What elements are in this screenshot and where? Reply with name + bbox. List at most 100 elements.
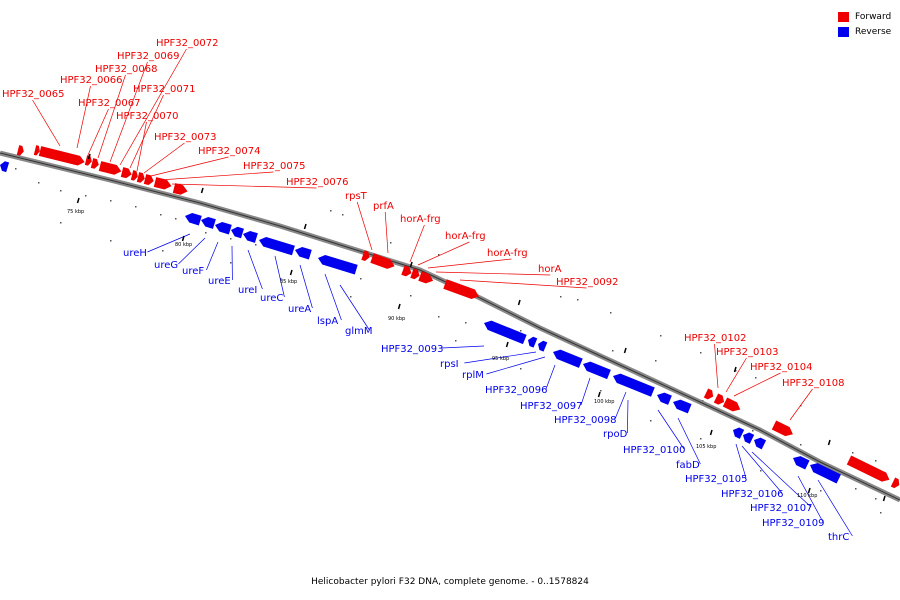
forward-gene-arrow	[98, 161, 122, 175]
reverse-leader-line	[147, 233, 191, 253]
minor-tick	[135, 206, 137, 208]
minor-tick	[110, 200, 112, 202]
minor-tick	[350, 296, 352, 298]
forward-leader-line	[143, 142, 185, 174]
minor-tick	[110, 240, 112, 242]
forward-leader-line	[714, 343, 719, 389]
forward-gene-label: HPF32_0108	[782, 378, 844, 389]
forward-gene-label: HPF32_0071	[133, 84, 195, 95]
forward-gene-label: rpsT	[345, 191, 368, 202]
minor-tick	[330, 210, 332, 212]
forward-gene-label: HPF32_0092	[556, 277, 618, 288]
forward-leader-line	[109, 61, 148, 163]
major-tick	[76, 197, 80, 204]
minor-tick	[230, 238, 232, 240]
forward-leader-line	[733, 372, 781, 397]
reverse-leader-line	[441, 345, 485, 349]
forward-swatch	[838, 11, 849, 22]
minor-tick	[660, 335, 662, 337]
minor-tick	[700, 352, 702, 354]
reverse-gene-label: thrC	[828, 532, 849, 543]
forward-gene-label: HPF32_0070	[116, 111, 178, 122]
minor-tick	[760, 470, 762, 472]
minor-tick	[610, 312, 612, 314]
minor-tick	[230, 262, 232, 264]
reverse-gene-label: HPF32_0100	[623, 445, 685, 456]
reverse-gene-arrow	[673, 399, 692, 414]
reverse-gene-label: fabD	[676, 460, 700, 471]
reverse-gene-label: lspA	[317, 316, 338, 327]
minor-tick	[38, 182, 40, 184]
major-tick	[517, 299, 521, 306]
forward-leader-line	[459, 279, 587, 289]
minor-tick	[162, 250, 164, 252]
reverse-swatch	[838, 26, 849, 37]
major-tick	[181, 235, 185, 242]
forward-leader-line	[32, 99, 61, 147]
reverse-gene-label: HPF32_0106	[721, 489, 783, 500]
reverse-gene-arrow	[318, 254, 358, 275]
legend-reverse-label: Reverse	[855, 26, 892, 37]
reverse-gene-arrow	[484, 320, 527, 345]
forward-gene-arrow	[890, 477, 900, 489]
forward-leader-line	[171, 183, 317, 189]
minor-tick	[205, 232, 207, 234]
reverse-gene-arrow	[0, 161, 10, 173]
gene-labels: HPF32_0065 HPF32_0066 HPF32_0067 HPF32_0068…	[2, 38, 849, 543]
forward-gene-label: HPF32_0104	[750, 362, 812, 373]
major-tick	[409, 261, 413, 268]
forward-gene-label: HPF32_0076	[286, 177, 348, 188]
reverse-gene-arrow	[201, 216, 216, 229]
forward-leader-line	[136, 121, 147, 172]
reverse-gene-arrow	[215, 221, 232, 235]
forward-leader-line	[725, 357, 747, 393]
forward-gene-label: HPF32_0068	[95, 64, 157, 75]
major-tick	[505, 341, 509, 348]
forward-gene-arrow	[130, 170, 138, 181]
forward-gene-arrow	[153, 177, 172, 190]
tick-label: 105 kbp	[696, 444, 716, 450]
minor-tick	[820, 490, 822, 492]
reverse-leader-line	[206, 241, 219, 271]
tick-label: 75 kbp	[67, 209, 84, 215]
reverse-gene-label: ureA	[288, 304, 311, 315]
forward-gene-label: horA-frg	[400, 214, 441, 225]
minor-tick	[875, 498, 877, 500]
reverse-gene-label: HPF32_0096	[485, 385, 547, 396]
reverse-gene-label: glmM	[345, 326, 373, 337]
reverse-leader-line	[178, 237, 206, 265]
major-tick	[827, 439, 831, 446]
major-tick	[709, 429, 713, 436]
minor-tick	[255, 244, 257, 246]
reverse-gene-arrow	[613, 373, 655, 397]
reverse-gene-arrow	[754, 437, 767, 450]
forward-leader-line	[427, 258, 512, 269]
genome-caption: Helicobacter pylori F32 DNA, complete ge…	[311, 577, 589, 587]
forward-gene-arrow	[713, 393, 725, 405]
reverse-leader-line	[741, 445, 783, 494]
forward-gene-label: HPF32_0065	[2, 89, 64, 100]
minor-tick	[735, 370, 737, 372]
minor-tick-dots	[15, 168, 882, 514]
forward-gene-label: horA-frg	[445, 231, 486, 242]
reverse-leader-line	[545, 364, 556, 390]
tick-label: 90 kbp	[388, 316, 405, 322]
forward-gene-arrow	[16, 145, 24, 156]
minor-tick	[160, 214, 162, 216]
legend-forward: Forward	[838, 9, 891, 24]
minor-tick	[438, 254, 440, 256]
minor-tick	[560, 296, 562, 298]
tick-label: 80 kbp	[175, 242, 192, 248]
major-tick	[882, 495, 886, 502]
forward-leader-line	[129, 94, 164, 169]
reverse-leader-line	[751, 451, 812, 508]
major-tick	[200, 187, 204, 194]
minor-tick	[612, 350, 614, 352]
forward-leader-line	[384, 211, 389, 254]
forward-gene-arrow	[418, 271, 434, 284]
gene-features	[0, 145, 900, 489]
forward-gene-arrow	[38, 146, 85, 166]
reverse-gene-label: ureE	[208, 276, 231, 287]
reverse-leader-line	[299, 264, 313, 309]
forward-leader-line	[150, 156, 229, 177]
